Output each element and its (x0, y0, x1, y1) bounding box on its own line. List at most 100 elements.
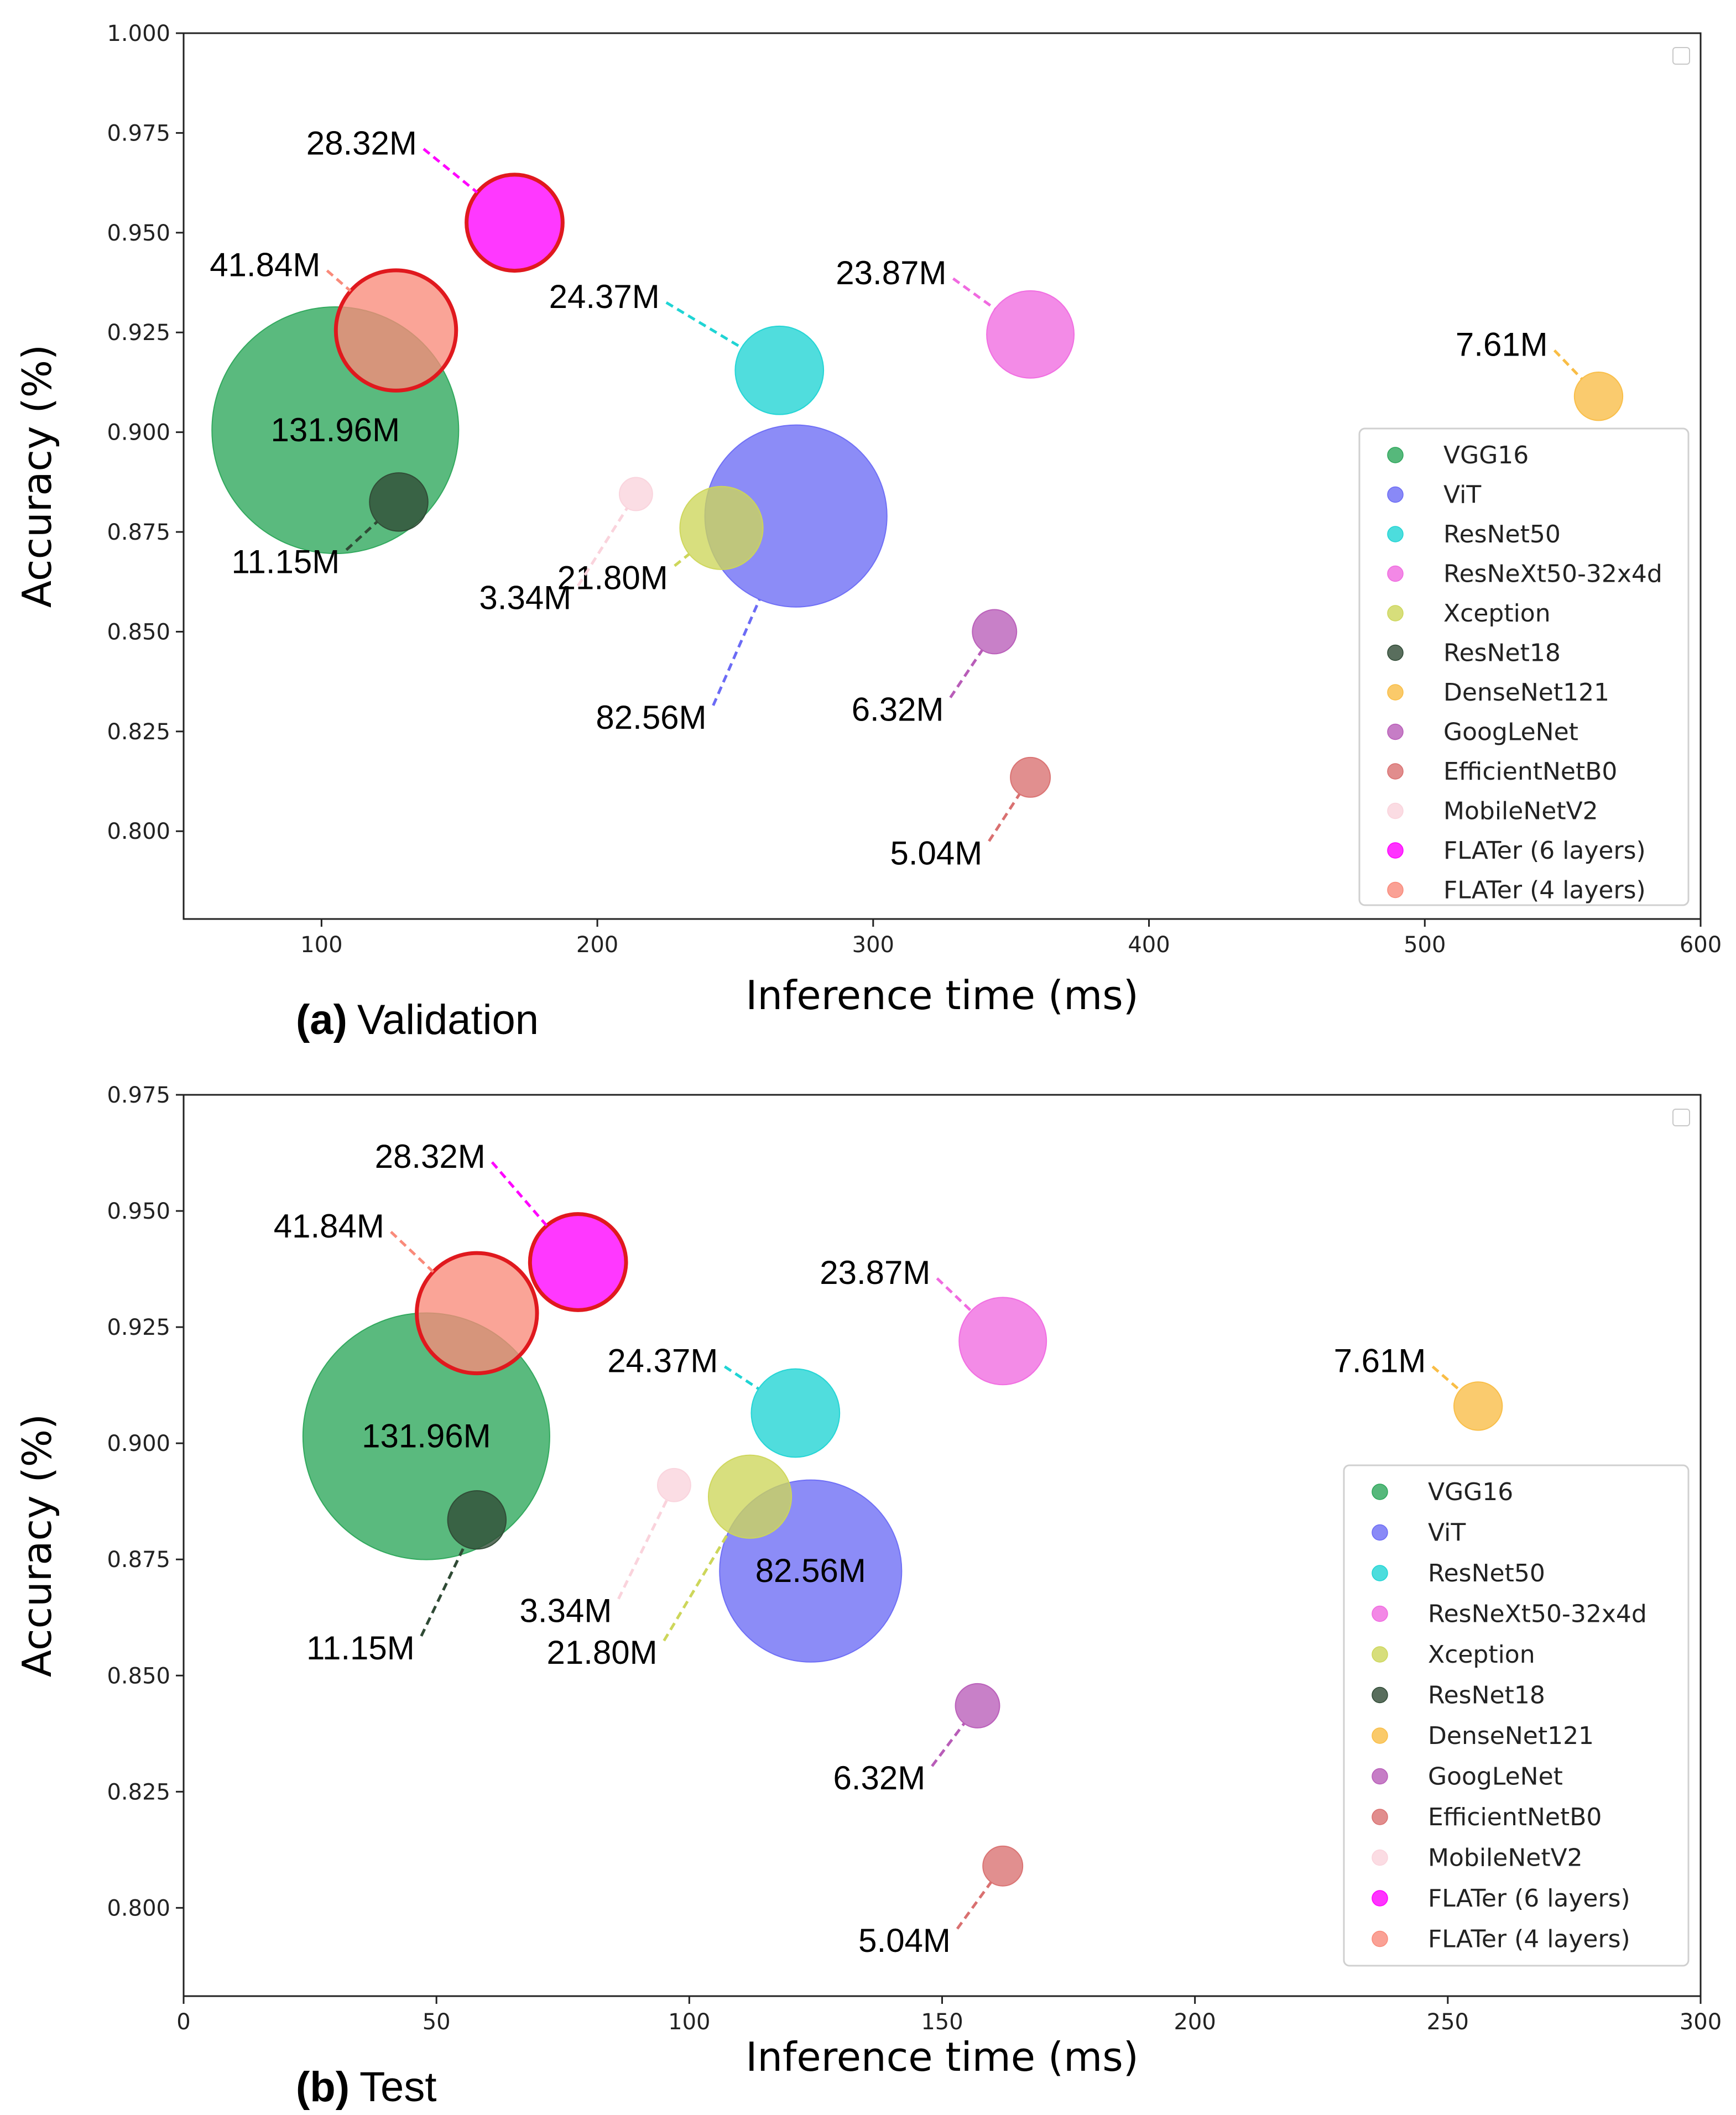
y-tick-label: 0.825 (107, 719, 170, 745)
y-tick-label: 0.875 (107, 520, 170, 545)
legend-marker-flater-4-layers (1372, 1930, 1388, 1947)
x-tick-label: 200 (1174, 2009, 1216, 2035)
legend-box (1358, 427, 1690, 906)
legend-label-resnet50: ResNet50 (1428, 1559, 1545, 1587)
bubble-label-vgg16: 131.96M (271, 411, 400, 448)
leader-line-densenet121 (1431, 1365, 1461, 1392)
legend-box (1343, 1464, 1690, 1967)
legend-marker-resnet18 (1372, 1686, 1388, 1704)
bubble-label-resnet18: 11.15M (232, 544, 340, 581)
bubble-resnet18 (447, 1490, 507, 1550)
bubble-label-resnext50-32x4d: 23.87M (820, 1254, 930, 1291)
x-tick-label: 250 (1427, 2009, 1469, 2035)
leader-line-resnet50 (723, 1365, 759, 1390)
legend-marker-flater-4-layers (1387, 881, 1404, 899)
leader-line-efficientnetb0 (988, 793, 1021, 842)
legend-label-resnext50-32x4d: ResNeXt50-32x4d (1443, 560, 1662, 588)
legend-marker-resnet18 (1387, 644, 1404, 661)
y-tick-label: 0.950 (107, 1199, 170, 1224)
x-tick-label: 600 (1680, 932, 1722, 958)
legend-marker-xception (1387, 605, 1404, 622)
legend-marker-densenet121 (1372, 1727, 1388, 1744)
bubble-label-densenet121: 7.61M (1334, 1343, 1426, 1380)
legend-marker-vit (1387, 486, 1404, 503)
legend-label-resnet50: ResNet50 (1443, 520, 1561, 549)
x-tick-label: 500 (1404, 932, 1446, 958)
legend-label-flater-4-layers: FLATer (4 layers) (1428, 1925, 1630, 1954)
legend-marker-densenet121 (1387, 684, 1404, 701)
legend-marker-vgg16 (1372, 1484, 1388, 1500)
bubble-flater-6-layers (528, 1212, 628, 1312)
bubble-resnet18 (369, 472, 429, 532)
empty-legend-box (1672, 1109, 1690, 1126)
y-tick-label: 0.900 (107, 1431, 170, 1456)
legend-label-resnext50-32x4d: ResNeXt50-32x4d (1428, 1600, 1647, 1628)
leader-line-flater-4-layers (326, 269, 352, 293)
legend-label-vit: ViT (1428, 1519, 1466, 1547)
x-tick-label: 300 (1680, 2009, 1722, 2035)
legend-label-resnet18: ResNet18 (1443, 639, 1561, 667)
y-tick-label: 0.850 (107, 619, 170, 645)
legend-marker-flater-6-layers (1372, 1890, 1388, 1907)
bubble-mobilenetv2 (618, 477, 653, 511)
bubble-efficientnetb0 (1010, 756, 1051, 798)
legend-marker-googlenet (1372, 1768, 1388, 1785)
panel-caption-letter: (b) (296, 2064, 350, 2111)
bubble-label-flater-4-layers: 41.84M (274, 1208, 384, 1245)
legend-label-vgg16: VGG16 (1443, 441, 1529, 469)
leader-line-resnet50 (665, 301, 743, 349)
x-tick-label: 50 (423, 2009, 451, 2035)
bubble-label-vit: 82.56M (596, 699, 706, 736)
y-tick-label: 0.925 (107, 320, 170, 346)
legend-marker-mobilenetv2 (1372, 1849, 1388, 1866)
panel-caption-name: Validation (357, 996, 539, 1043)
x-tick-label: 100 (668, 2009, 710, 2035)
legend-label-googlenet: GoogLeNet (1443, 718, 1578, 746)
x-tick-label: 200 (576, 932, 618, 958)
panel-caption: (b) Test (296, 2064, 436, 2111)
legend-label-xception: Xception (1428, 1641, 1535, 1669)
panel-test: 0 50 100 150 200 250 300 0.800 0.825 0.850 0.875 0.… (14, 1083, 1722, 2111)
plot-frame (183, 32, 1702, 920)
y-tick-label: 0.800 (107, 819, 170, 844)
panel-caption: (a) Validation (296, 996, 539, 1043)
x-tick-label: 0 (176, 2009, 190, 2035)
bubble-label-mobilenetv2: 3.34M (520, 1592, 612, 1630)
y-axis-label: Accuracy (%) (14, 1414, 60, 1677)
legend-marker-vit (1372, 1524, 1388, 1541)
panel-caption-letter: (a) (296, 996, 347, 1043)
bubble-densenet121 (1573, 372, 1624, 421)
y-tick-label: 0.925 (107, 1315, 170, 1340)
bubble-label-flater-6-layers: 28.32M (306, 124, 417, 161)
leader-line-googlenet (931, 1722, 966, 1767)
legend-marker-efficientnetb0 (1372, 1809, 1388, 1825)
legend-marker-vgg16 (1387, 447, 1404, 463)
legend-label-flater-6-layers: FLATer (6 layers) (1428, 1884, 1630, 1913)
x-tick-label: 100 (300, 932, 342, 958)
bubble-label-xception: 21.80M (546, 1634, 657, 1671)
legend-label-efficientnetb0: EfficientNetB0 (1443, 758, 1617, 786)
bubble-label-vit: 82.56M (755, 1552, 866, 1589)
leader-line-xception (674, 553, 690, 567)
legend-marker-xception (1372, 1646, 1388, 1663)
leader-line-xception (663, 1531, 730, 1642)
leader-line-mobilenetv2 (577, 507, 629, 587)
legend-label-flater-4-layers: FLATer (4 layers) (1443, 876, 1646, 905)
x-axis-label: Inference time (ms) (746, 972, 1139, 1019)
legend-label-mobilenetv2: MobileNetV2 (1443, 797, 1598, 826)
bubble-label-resnet50: 24.37M (549, 278, 660, 315)
x-tick-label: 400 (1128, 932, 1170, 958)
legend-marker-flater-6-layers (1387, 842, 1404, 859)
bubble-xception (707, 1454, 793, 1539)
bubble-label-densenet121: 7.61M (1456, 326, 1548, 363)
bubble-flater-6-layers (465, 173, 565, 273)
y-tick-label: 1.000 (107, 21, 170, 46)
bubble-label-vgg16: 131.96M (362, 1418, 491, 1455)
y-tick-label: 0.850 (107, 1663, 170, 1689)
legend-marker-efficientnetb0 (1387, 763, 1404, 780)
bubble-mobilenetv2 (656, 1468, 691, 1502)
bubble-googlenet (955, 1683, 1000, 1728)
bubble-label-resnet50: 24.37M (607, 1343, 718, 1380)
leader-line-efficientnetb0 (956, 1881, 993, 1930)
